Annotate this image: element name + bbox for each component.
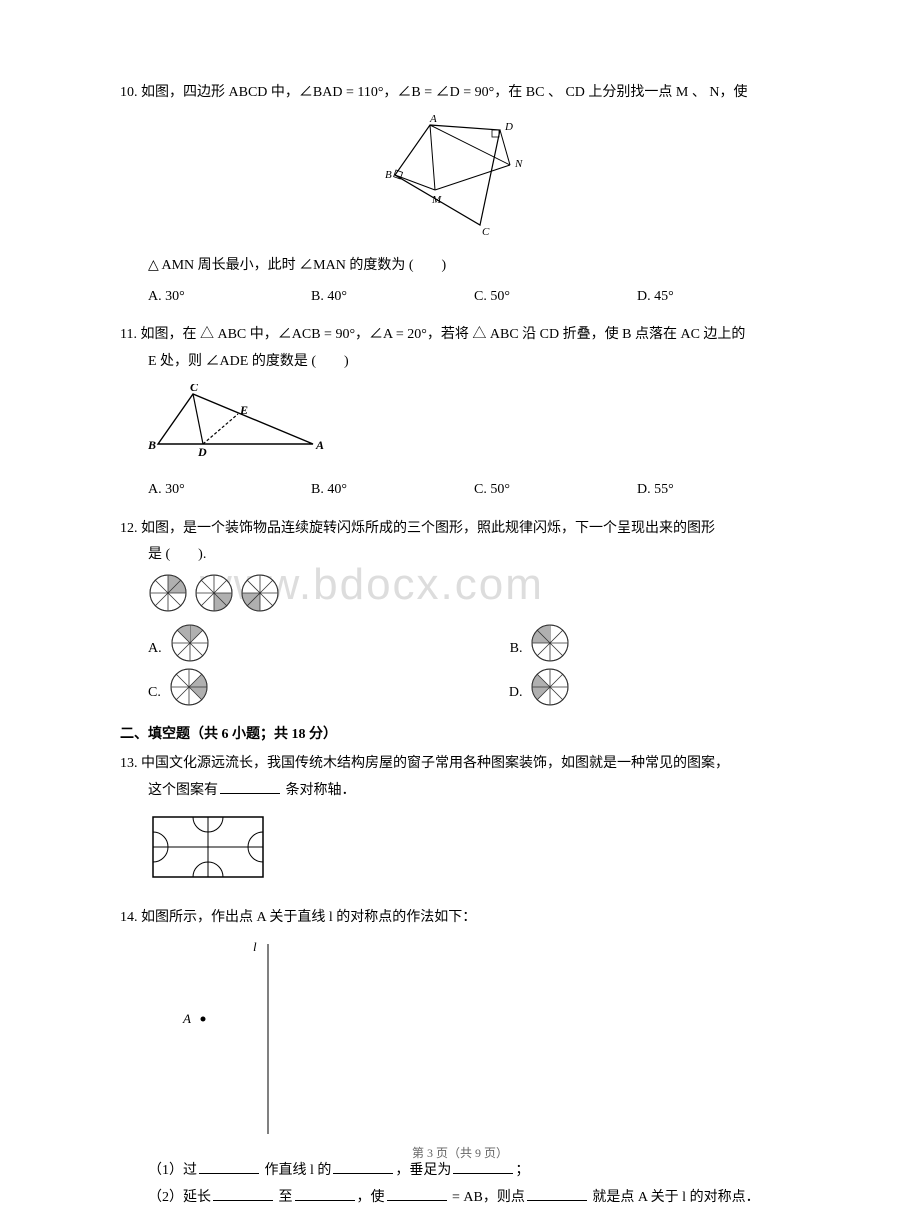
q10-number: 10. <box>120 85 138 100</box>
svg-text:l: l <box>253 939 257 954</box>
svg-text:N: N <box>514 158 523 170</box>
q11-figure: C B A D E <box>120 384 800 470</box>
q10-choice-c: C. 50° <box>474 284 637 311</box>
svg-text:B: B <box>148 438 156 452</box>
q11-choice-b: B. 40° <box>311 477 474 504</box>
q12-number: 12. <box>120 521 138 536</box>
wheel-seq-1 <box>148 573 188 613</box>
wheel-opt-b <box>530 623 570 663</box>
svg-text:C: C <box>190 384 199 394</box>
svg-text:A: A <box>182 1011 191 1026</box>
q14-sub1c: ，垂足为 <box>395 1163 451 1178</box>
q14-blank-5 <box>295 1185 355 1201</box>
q14-sub2b: 至 <box>275 1190 293 1205</box>
q12-choices-row2: C. D. <box>120 667 800 707</box>
wheel-seq-3 <box>240 573 280 613</box>
q14-sub1: （1）过 作直线 l 的 ，垂足为 ； <box>120 1158 800 1185</box>
q13-text2a: 这个图案有 <box>148 783 218 798</box>
q11-text2: E 处，则 ∠ADE 的度数是 ( ) <box>120 349 800 376</box>
q12-sequence <box>148 573 800 613</box>
q11-choice-a: A. 30° <box>148 477 311 504</box>
q14-blank-4 <box>213 1185 273 1201</box>
q11-choice-d: D. 55° <box>637 477 800 504</box>
q14-sub2e: 就是点 A 关于 l 的对称点． <box>589 1190 760 1205</box>
q12-text1: 如图，是一个装饰物品连续旋转闪烁所成的三个图形，照此规律闪烁，下一个呈现出来的图… <box>141 521 715 536</box>
q14-sub1b: 作直线 l 的 <box>261 1163 331 1178</box>
q14-number: 14. <box>120 910 138 925</box>
q10-choice-d: D. 45° <box>637 284 800 311</box>
svg-text:E: E <box>239 403 248 417</box>
q12-choices-row1: A. B. <box>120 623 800 663</box>
q13-figure <box>120 812 800 893</box>
q13-text2: 这个图案有 条对称轴． <box>120 778 800 805</box>
q11-choice-c: C. 50° <box>474 477 637 504</box>
q10-choice-a: A. 30° <box>148 284 311 311</box>
q12-choice-d-label: D. <box>509 680 523 707</box>
q14-blank-7 <box>527 1185 587 1201</box>
q14-text: 如图所示，作出点 A 关于直线 l 的对称点的作法如下： <box>141 910 476 925</box>
wheel-opt-a <box>170 623 210 663</box>
question-11: 11. 如图，在 △ ABC 中，∠ACB = 90°，∠A = 20°，若将 … <box>120 322 800 503</box>
q14-sub1a: （1）过 <box>148 1163 197 1178</box>
q14-blank-3 <box>453 1158 513 1174</box>
svg-text:D: D <box>504 121 513 133</box>
svg-text:A: A <box>429 115 437 125</box>
q14-sub2: （2）延长 至 ，使 = AB，则点 就是点 A 关于 l 的对称点． <box>120 1185 800 1211</box>
q11-text1: 如图，在 △ ABC 中，∠ACB = 90°，∠A = 20°，若将 △ AB… <box>140 327 745 342</box>
q10-choices: A. 30° B. 40° C. 50° D. 45° <box>120 284 800 311</box>
q14-figure: l A <box>120 939 800 1150</box>
question-10: 10. 如图，四边形 ABCD 中，∠BAD = 110°，∠B = ∠D = … <box>120 80 800 310</box>
wheel-opt-d <box>530 667 570 707</box>
q11-choices: A. 30° B. 40° C. 50° D. 55° <box>120 477 800 504</box>
question-14: 14. 如图所示，作出点 A 关于直线 l 的对称点的作法如下： l A （1）… <box>120 905 800 1211</box>
section-2-title: 二、填空题（共 6 小题；共 18 分） <box>120 723 800 743</box>
svg-text:D: D <box>197 445 207 459</box>
q14-sub2d: = AB，则点 <box>449 1190 525 1205</box>
q10-text2: △ AMN 周长最小，此时 ∠MAN 的度数为 ( ) <box>120 253 800 280</box>
svg-text:B: B <box>385 169 392 181</box>
q14-blank-1 <box>199 1158 259 1174</box>
q13-text2b: 条对称轴． <box>282 783 356 798</box>
svg-text:A: A <box>315 438 324 452</box>
q14-sub1d: ； <box>515 1163 529 1178</box>
question-12: 12. 如图，是一个装饰物品连续旋转闪烁所成的三个图形，照此规律闪烁，下一个呈现… <box>120 516 800 707</box>
q14-blank-2 <box>333 1158 393 1174</box>
wheel-opt-c <box>169 667 209 707</box>
svg-text:M: M <box>431 194 442 206</box>
q12-choice-a-label: A. <box>148 636 162 663</box>
q12-choice-b-label: B. <box>510 636 523 663</box>
q10-choice-b: B. 40° <box>311 284 474 311</box>
q10-figure: A B C D M N <box>120 115 800 246</box>
q14-sub2a: （2）延长 <box>148 1190 211 1205</box>
q13-number: 13. <box>120 756 138 771</box>
q10-text1: 如图，四边形 ABCD 中，∠BAD = 110°，∠B = ∠D = 90°，… <box>141 85 747 100</box>
q12-text2: 是 ( ). <box>120 542 800 569</box>
question-13: 13. 中国文化源远流长，我国传统木结构房屋的窗子常用各种图案装饰，如图就是一种… <box>120 751 800 893</box>
q12-choice-c-label: C. <box>148 680 161 707</box>
q11-number: 11. <box>120 327 137 342</box>
q14-sub2c: ，使 <box>357 1190 385 1205</box>
q13-text1: 中国文化源远流长，我国传统木结构房屋的窗子常用各种图案装饰，如图就是一种常见的图… <box>141 756 729 771</box>
svg-text:C: C <box>482 226 490 235</box>
wheel-seq-2 <box>194 573 234 613</box>
page-content: 10. 如图，四边形 ABCD 中，∠BAD = 110°，∠B = ∠D = … <box>120 80 800 1211</box>
q13-blank <box>220 778 280 794</box>
q14-blank-6 <box>387 1185 447 1201</box>
